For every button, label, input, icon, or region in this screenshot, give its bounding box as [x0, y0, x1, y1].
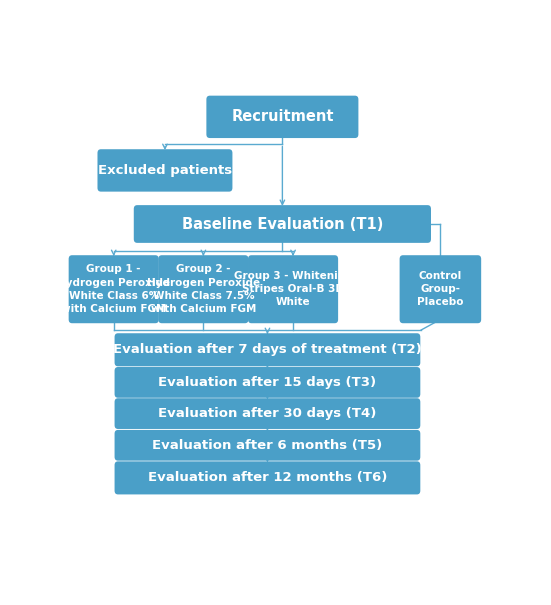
Text: Group 3 - Whitening
Stripes Oral-B 3D
White: Group 3 - Whitening Stripes Oral-B 3D Wh…: [234, 271, 353, 307]
Text: Evaluation after 7 days of treatment (T2): Evaluation after 7 days of treatment (T2…: [113, 343, 422, 356]
Text: Recruitment: Recruitment: [231, 110, 334, 125]
FancyBboxPatch shape: [69, 255, 159, 323]
Text: Evaluation after 6 months (T5): Evaluation after 6 months (T5): [152, 439, 382, 452]
FancyBboxPatch shape: [115, 462, 420, 494]
FancyBboxPatch shape: [98, 149, 233, 192]
Text: Evaluation after 12 months (T6): Evaluation after 12 months (T6): [148, 471, 387, 485]
FancyBboxPatch shape: [134, 205, 431, 243]
FancyBboxPatch shape: [115, 333, 420, 366]
Text: Group 1 -
Hydrogen Peroxide
White Class 6%
with Calcium FGM: Group 1 - Hydrogen Peroxide White Class …: [57, 264, 170, 314]
FancyBboxPatch shape: [115, 367, 420, 397]
Text: Evaluation after 30 days (T4): Evaluation after 30 days (T4): [158, 407, 377, 420]
Text: Excluded patients: Excluded patients: [98, 164, 232, 177]
FancyBboxPatch shape: [115, 398, 420, 429]
Text: Control
Group-
Placebo: Control Group- Placebo: [417, 271, 463, 307]
Text: Baseline Evaluation (T1): Baseline Evaluation (T1): [182, 217, 383, 232]
Text: Evaluation after 15 days (T3): Evaluation after 15 days (T3): [158, 376, 376, 389]
FancyBboxPatch shape: [115, 430, 420, 460]
FancyBboxPatch shape: [207, 96, 358, 138]
FancyBboxPatch shape: [399, 255, 481, 323]
Text: Group 2 -
Hydrogen Peroxide
White Class 7.5%
with Calcium FGM: Group 2 - Hydrogen Peroxide White Class …: [147, 264, 260, 314]
FancyBboxPatch shape: [158, 255, 249, 323]
FancyBboxPatch shape: [248, 255, 338, 323]
